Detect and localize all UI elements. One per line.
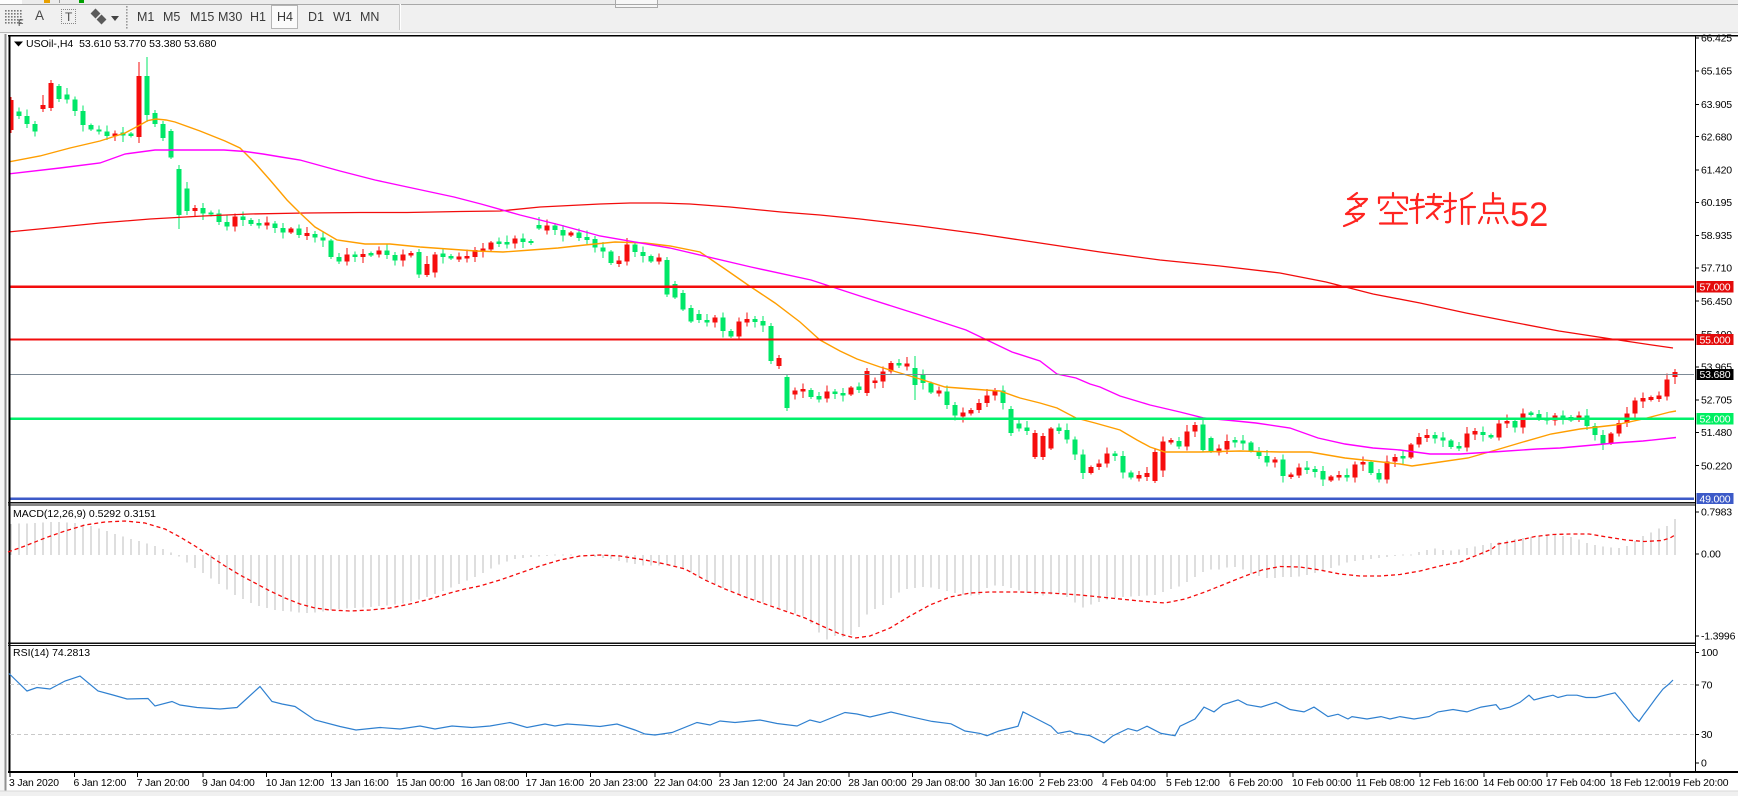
svg-text:63.905: 63.905	[1701, 99, 1732, 111]
svg-text:52.000: 52.000	[1700, 414, 1731, 426]
svg-text:56.450: 56.450	[1701, 296, 1732, 308]
svg-text:100: 100	[1701, 647, 1718, 659]
svg-text:30 Jan 16:00: 30 Jan 16:00	[975, 778, 1034, 789]
svg-text:17 Jan 16:00: 17 Jan 16:00	[526, 778, 585, 789]
svg-text:66.425: 66.425	[1701, 34, 1732, 45]
svg-text:22 Jan 04:00: 22 Jan 04:00	[654, 778, 713, 789]
svg-text:18 Feb 12:00: 18 Feb 12:00	[1610, 778, 1670, 789]
svg-text:10 Feb 00:00: 10 Feb 00:00	[1292, 778, 1352, 789]
svg-text:14 Feb 00:00: 14 Feb 00:00	[1483, 778, 1543, 789]
svg-text:70: 70	[1701, 680, 1713, 692]
svg-text:20 Jan 23:00: 20 Jan 23:00	[589, 778, 648, 789]
svg-text:30: 30	[1701, 729, 1713, 741]
svg-text:60.195: 60.195	[1701, 197, 1732, 209]
svg-text:0.00: 0.00	[1701, 549, 1721, 561]
svg-text:23 Jan 12:00: 23 Jan 12:00	[719, 778, 778, 789]
svg-text:0.7983: 0.7983	[1701, 507, 1732, 519]
svg-text:50.220: 50.220	[1701, 460, 1732, 472]
svg-text:2 Feb 23:00: 2 Feb 23:00	[1039, 778, 1093, 789]
svg-text:57.000: 57.000	[1700, 282, 1731, 294]
svg-text:28 Jan 00:00: 28 Jan 00:00	[848, 778, 907, 789]
svg-text:10 Jan 12:00: 10 Jan 12:00	[266, 778, 325, 789]
svg-text:3 Jan 2020: 3 Jan 2020	[9, 778, 59, 789]
svg-text:6 Jan 12:00: 6 Jan 12:00	[74, 778, 127, 789]
svg-text:RSI(14) 74.2813: RSI(14) 74.2813	[13, 647, 90, 659]
svg-text:11 Feb 08:00: 11 Feb 08:00	[1356, 778, 1415, 789]
svg-text:MACD(12,26,9) 0.5292 0.3151: MACD(12,26,9) 0.5292 0.3151	[13, 508, 156, 520]
svg-text:19 Feb 20:00: 19 Feb 20:00	[1669, 778, 1729, 789]
svg-text:9 Jan 04:00: 9 Jan 04:00	[202, 778, 255, 789]
svg-text:55.000: 55.000	[1700, 334, 1731, 346]
svg-text:24 Jan 20:00: 24 Jan 20:00	[783, 778, 842, 789]
svg-text:17 Feb 04:00: 17 Feb 04:00	[1546, 778, 1606, 789]
svg-text:58.935: 58.935	[1701, 230, 1732, 242]
svg-text:-1.3996: -1.3996	[1701, 631, 1736, 643]
svg-text:4 Feb 04:00: 4 Feb 04:00	[1102, 778, 1156, 789]
svg-text:51.480: 51.480	[1701, 427, 1732, 439]
svg-text:12 Feb 16:00: 12 Feb 16:00	[1419, 778, 1479, 789]
svg-text:61.420: 61.420	[1701, 165, 1732, 177]
svg-text:62.680: 62.680	[1701, 131, 1732, 143]
svg-text:F: F	[18, 18, 24, 28]
svg-text:16 Jan 08:00: 16 Jan 08:00	[461, 778, 520, 789]
svg-text:7 Jan 20:00: 7 Jan 20:00	[137, 778, 190, 789]
svg-text:6 Feb 20:00: 6 Feb 20:00	[1229, 778, 1283, 789]
svg-text:15 Jan 00:00: 15 Jan 00:00	[396, 778, 455, 789]
svg-text:49.000: 49.000	[1700, 493, 1731, 505]
svg-text:53.680: 53.680	[1700, 369, 1731, 381]
svg-text:65.165: 65.165	[1701, 66, 1732, 78]
svg-text:USOil-,H4 53.610 53.770 53.38: USOil-,H4 53.610 53.770 53.380 53.680	[26, 38, 216, 50]
svg-text:52.705: 52.705	[1701, 395, 1732, 407]
svg-text:57.710: 57.710	[1701, 263, 1732, 275]
svg-text:5 Feb 12:00: 5 Feb 12:00	[1166, 778, 1220, 789]
svg-text:0: 0	[1701, 758, 1707, 770]
svg-text:52: 52	[1510, 196, 1548, 234]
svg-text:13 Jan 16:00: 13 Jan 16:00	[330, 778, 389, 789]
svg-text:29 Jan 08:00: 29 Jan 08:00	[912, 778, 971, 789]
